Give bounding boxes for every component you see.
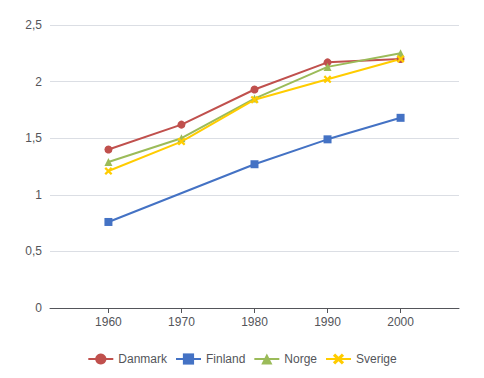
svg-text:1970: 1970 [168, 315, 195, 329]
svg-text:1990: 1990 [314, 315, 341, 329]
svg-text:1: 1 [35, 188, 42, 202]
svg-text:Sverige: Sverige [356, 352, 397, 366]
svg-text:1,5: 1,5 [25, 131, 42, 145]
svg-text:Danmark: Danmark [118, 352, 168, 366]
svg-text:1960: 1960 [95, 315, 122, 329]
svg-text:Finland: Finland [206, 352, 245, 366]
svg-text:Norge: Norge [284, 352, 317, 366]
svg-text:0: 0 [35, 301, 42, 315]
svg-text:2,5: 2,5 [25, 18, 42, 32]
svg-text:0,5: 0,5 [25, 244, 42, 258]
svg-text:1980: 1980 [241, 315, 268, 329]
svg-text:2: 2 [35, 75, 42, 89]
svg-text:2000: 2000 [387, 315, 414, 329]
